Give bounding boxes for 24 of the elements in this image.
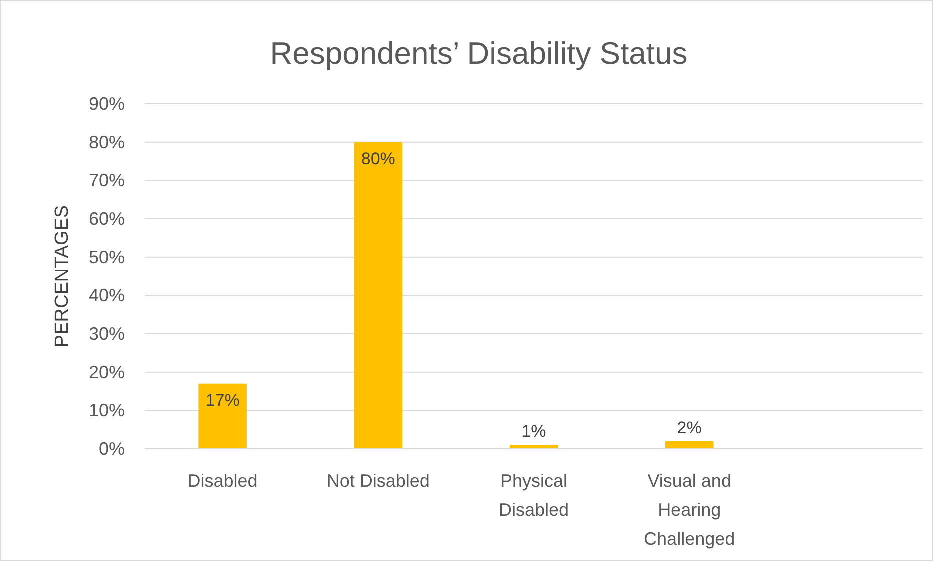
data-label: 2%	[677, 418, 702, 438]
y-tick-label: 60%	[88, 209, 125, 229]
chart-title: Respondents’ Disability Status	[270, 36, 688, 71]
y-tick-label: 20%	[88, 362, 125, 382]
bar	[354, 142, 403, 449]
y-tick-label: 80%	[88, 132, 125, 152]
bar	[665, 441, 714, 449]
y-tick-label: 70%	[88, 170, 125, 191]
x-tick-label: Not Disabled	[326, 471, 430, 491]
bar	[198, 384, 247, 449]
data-label: 80%	[361, 149, 396, 168]
y-tick-label: 0%	[98, 439, 125, 459]
y-tick-label: 40%	[88, 286, 125, 306]
x-tick-label: Visual and Hearing Challenged	[644, 471, 736, 549]
y-tick-label: 50%	[88, 247, 125, 268]
y-tick-label: 30%	[88, 324, 125, 344]
data-label: 1%	[522, 422, 546, 442]
x-tick-label: Physical Disabled	[498, 471, 570, 520]
y-axis-title: PERCENTAGES	[52, 205, 73, 348]
y-tick-label: 10%	[88, 400, 125, 421]
bar	[510, 445, 558, 449]
x-tick-label: Disabled	[188, 471, 258, 491]
data-label: 17%	[206, 390, 240, 410]
y-tick-label: 90%	[88, 94, 125, 114]
